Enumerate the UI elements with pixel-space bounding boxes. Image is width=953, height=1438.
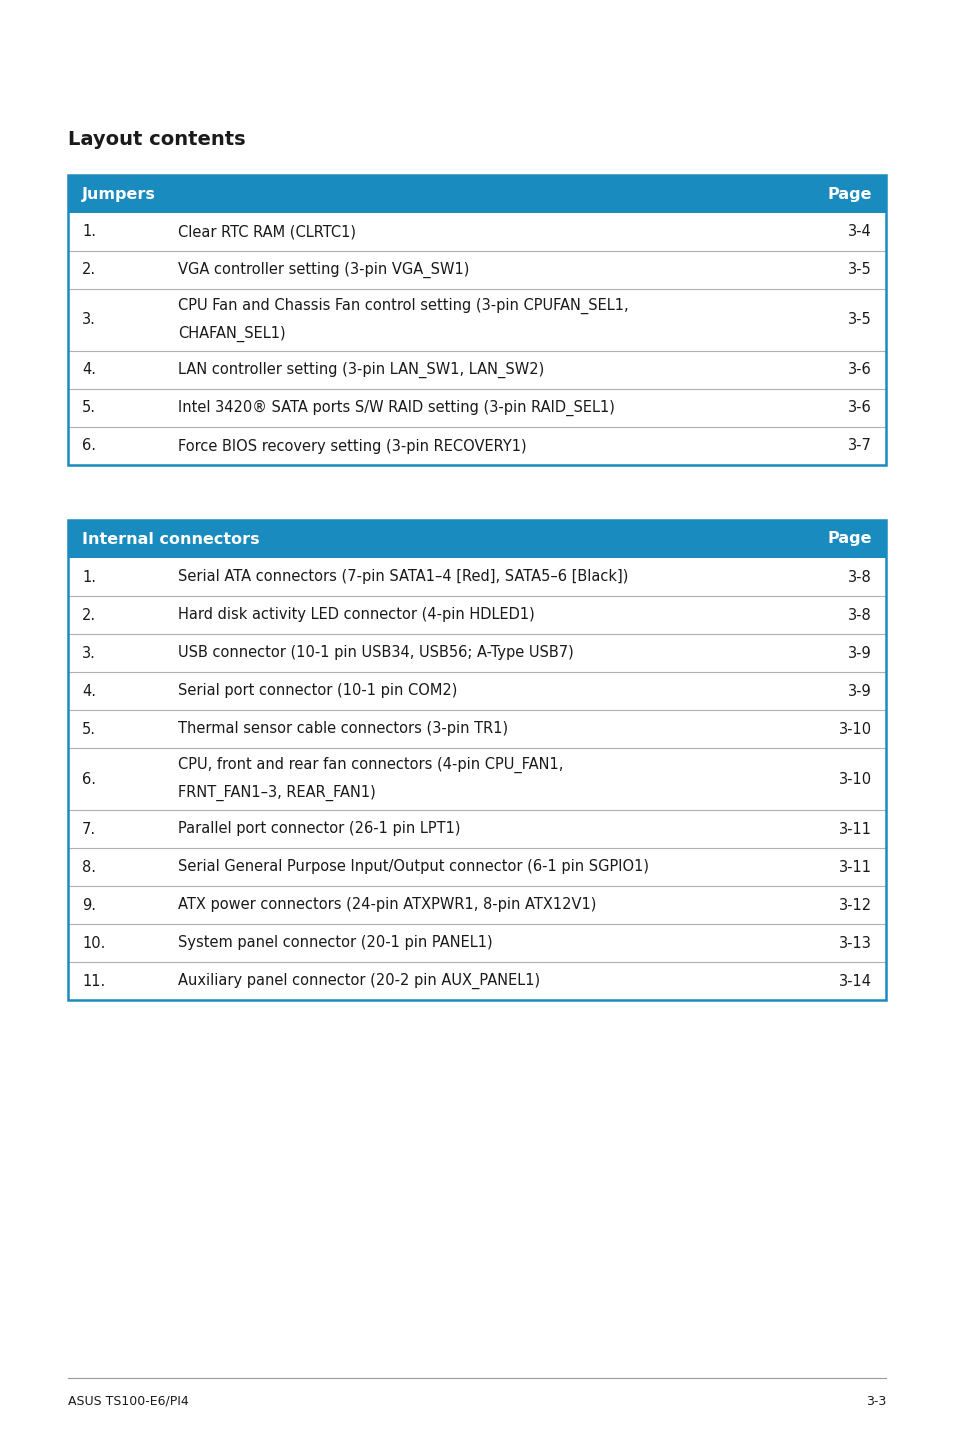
Text: Auxiliary panel connector (20-2 pin AUX_PANEL1): Auxiliary panel connector (20-2 pin AUX_… [178,974,539,989]
Bar [68,962,885,999]
Text: System panel connector (20-1 pin PANEL1): System panel connector (20-1 pin PANEL1) [178,936,492,951]
Text: 3.: 3. [82,646,95,660]
Text: 6.: 6. [82,439,96,453]
Text: 3-14: 3-14 [838,974,871,988]
Text: 8.: 8. [82,860,96,874]
Text: 3-6: 3-6 [847,401,871,416]
Text: Force BIOS recovery setting (3-pin RECOVERY1): Force BIOS recovery setting (3-pin RECOV… [178,439,526,453]
Bar [68,521,885,558]
Bar [68,289,885,351]
Text: 3-12: 3-12 [838,897,871,913]
Text: 3-11: 3-11 [838,821,871,837]
Text: 3-5: 3-5 [847,312,871,328]
Text: CPU, front and rear fan connectors (4-pin CPU_FAN1,: CPU, front and rear fan connectors (4-pi… [178,756,563,772]
Text: 1.: 1. [82,569,96,584]
Text: Serial ATA connectors (7-pin SATA1–4 [Red], SATA5–6 [Black]): Serial ATA connectors (7-pin SATA1–4 [Re… [178,569,628,584]
Text: Page: Page [826,187,871,201]
Bar [68,521,885,999]
Text: 3-8: 3-8 [847,607,871,623]
Bar [68,886,885,925]
Text: 5.: 5. [82,722,96,736]
Text: 9.: 9. [82,897,96,913]
Text: Parallel port connector (26-1 pin LPT1): Parallel port connector (26-1 pin LPT1) [178,821,460,837]
Text: 3-3: 3-3 [864,1395,885,1408]
Bar [68,252,885,289]
Bar [68,748,885,810]
Text: 3-9: 3-9 [847,683,871,699]
Bar [68,595,885,634]
Text: 6.: 6. [82,772,96,787]
Text: FRNT_FAN1–3, REAR_FAN1): FRNT_FAN1–3, REAR_FAN1) [178,785,375,801]
Bar [68,710,885,748]
Text: 3-11: 3-11 [838,860,871,874]
Bar [68,558,885,595]
Bar [68,390,885,427]
Text: Serial General Purpose Input/Output connector (6-1 pin SGPIO1): Serial General Purpose Input/Output conn… [178,860,648,874]
Text: Internal connectors: Internal connectors [82,532,259,546]
Text: 2.: 2. [82,607,96,623]
Text: 3-10: 3-10 [838,772,871,787]
Bar [68,925,885,962]
Text: Clear RTC RAM (CLRTC1): Clear RTC RAM (CLRTC1) [178,224,355,240]
Text: CPU Fan and Chassis Fan control setting (3-pin CPUFAN_SEL1,: CPU Fan and Chassis Fan control setting … [178,298,628,313]
Bar [68,213,885,252]
Text: 3-5: 3-5 [847,263,871,278]
Text: Jumpers: Jumpers [82,187,155,201]
Text: USB connector (10-1 pin USB34, USB56; A-Type USB7): USB connector (10-1 pin USB34, USB56; A-… [178,646,573,660]
Text: 4.: 4. [82,683,96,699]
Text: ASUS TS100-E6/PI4: ASUS TS100-E6/PI4 [68,1395,189,1408]
Text: 3.: 3. [82,312,95,328]
Text: 3-10: 3-10 [838,722,871,736]
Text: 10.: 10. [82,936,105,951]
Text: 2.: 2. [82,263,96,278]
Text: 5.: 5. [82,401,96,416]
Text: Serial port connector (10-1 pin COM2): Serial port connector (10-1 pin COM2) [178,683,456,699]
Text: Hard disk activity LED connector (4-pin HDLED1): Hard disk activity LED connector (4-pin … [178,607,535,623]
Bar [68,175,885,213]
Text: 3-8: 3-8 [847,569,871,584]
Text: ATX power connectors (24-pin ATXPWR1, 8-pin ATX12V1): ATX power connectors (24-pin ATXPWR1, 8-… [178,897,596,913]
Text: 7.: 7. [82,821,96,837]
Text: VGA controller setting (3-pin VGA_SW1): VGA controller setting (3-pin VGA_SW1) [178,262,469,278]
Text: LAN controller setting (3-pin LAN_SW1, LAN_SW2): LAN controller setting (3-pin LAN_SW1, L… [178,362,543,378]
Bar [68,175,885,464]
Bar [68,351,885,390]
Text: 3-9: 3-9 [847,646,871,660]
Text: Intel 3420® SATA ports S/W RAID setting (3-pin RAID_SEL1): Intel 3420® SATA ports S/W RAID setting … [178,400,615,416]
Bar [68,810,885,848]
Text: Page: Page [826,532,871,546]
Bar [68,427,885,464]
Text: 3-6: 3-6 [847,362,871,378]
Text: 1.: 1. [82,224,96,240]
Text: 11.: 11. [82,974,105,988]
Text: Layout contents: Layout contents [68,129,245,150]
Text: CHAFAN_SEL1): CHAFAN_SEL1) [178,326,285,342]
Text: 3-4: 3-4 [847,224,871,240]
Text: 4.: 4. [82,362,96,378]
Bar [68,634,885,672]
Bar [68,672,885,710]
Text: Thermal sensor cable connectors (3-pin TR1): Thermal sensor cable connectors (3-pin T… [178,722,508,736]
Text: 3-7: 3-7 [847,439,871,453]
Bar [68,848,885,886]
Text: 3-13: 3-13 [839,936,871,951]
